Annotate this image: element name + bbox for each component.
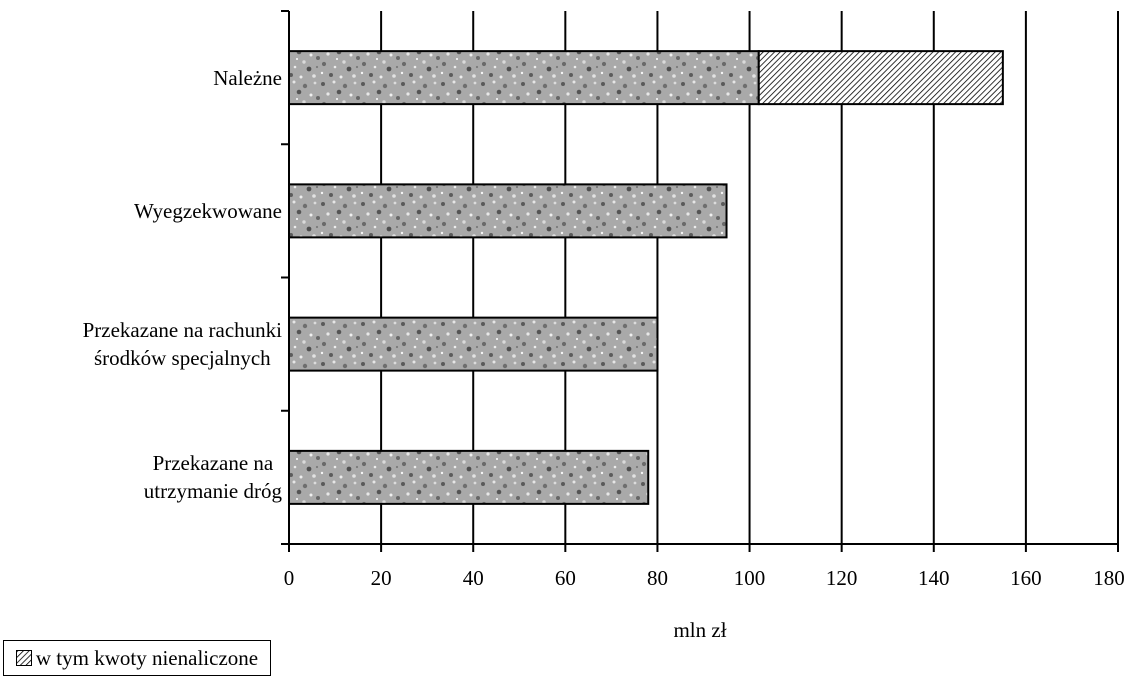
- category-label: Wyegzekwowane: [134, 198, 282, 223]
- x-axis-label: mln zł: [673, 618, 727, 642]
- x-tick-label: 0: [283, 566, 295, 590]
- legend: w tym kwoty nienaliczone: [3, 640, 271, 676]
- x-tick-label: 20: [370, 566, 392, 590]
- legend-swatch-hatch: [15, 650, 32, 666]
- x-tick-label: 140: [918, 566, 950, 590]
- x-tick-label: 160: [1010, 566, 1042, 590]
- bar-segment: [288, 50, 760, 106]
- bar-segment: [288, 183, 728, 239]
- category-label: Przekazane na rachunki środków specjalny…: [82, 318, 282, 371]
- x-tick-label: 80: [646, 566, 668, 590]
- category-label: Przekazane na utrzymanie dróg: [143, 451, 282, 504]
- x-tick-label: 60: [554, 566, 576, 590]
- x-tick-label: 40: [462, 566, 484, 590]
- x-tick-label: 180: [1093, 566, 1125, 590]
- bar-segment: [757, 50, 1004, 106]
- category-label: Należne: [213, 65, 282, 90]
- x-tick-label: 120: [825, 566, 858, 590]
- bar-segment: [288, 449, 650, 505]
- legend-label: w tym kwoty nienaliczone: [35, 645, 259, 670]
- x-tick-label: 100: [733, 566, 766, 590]
- bar-segment: [288, 316, 659, 372]
